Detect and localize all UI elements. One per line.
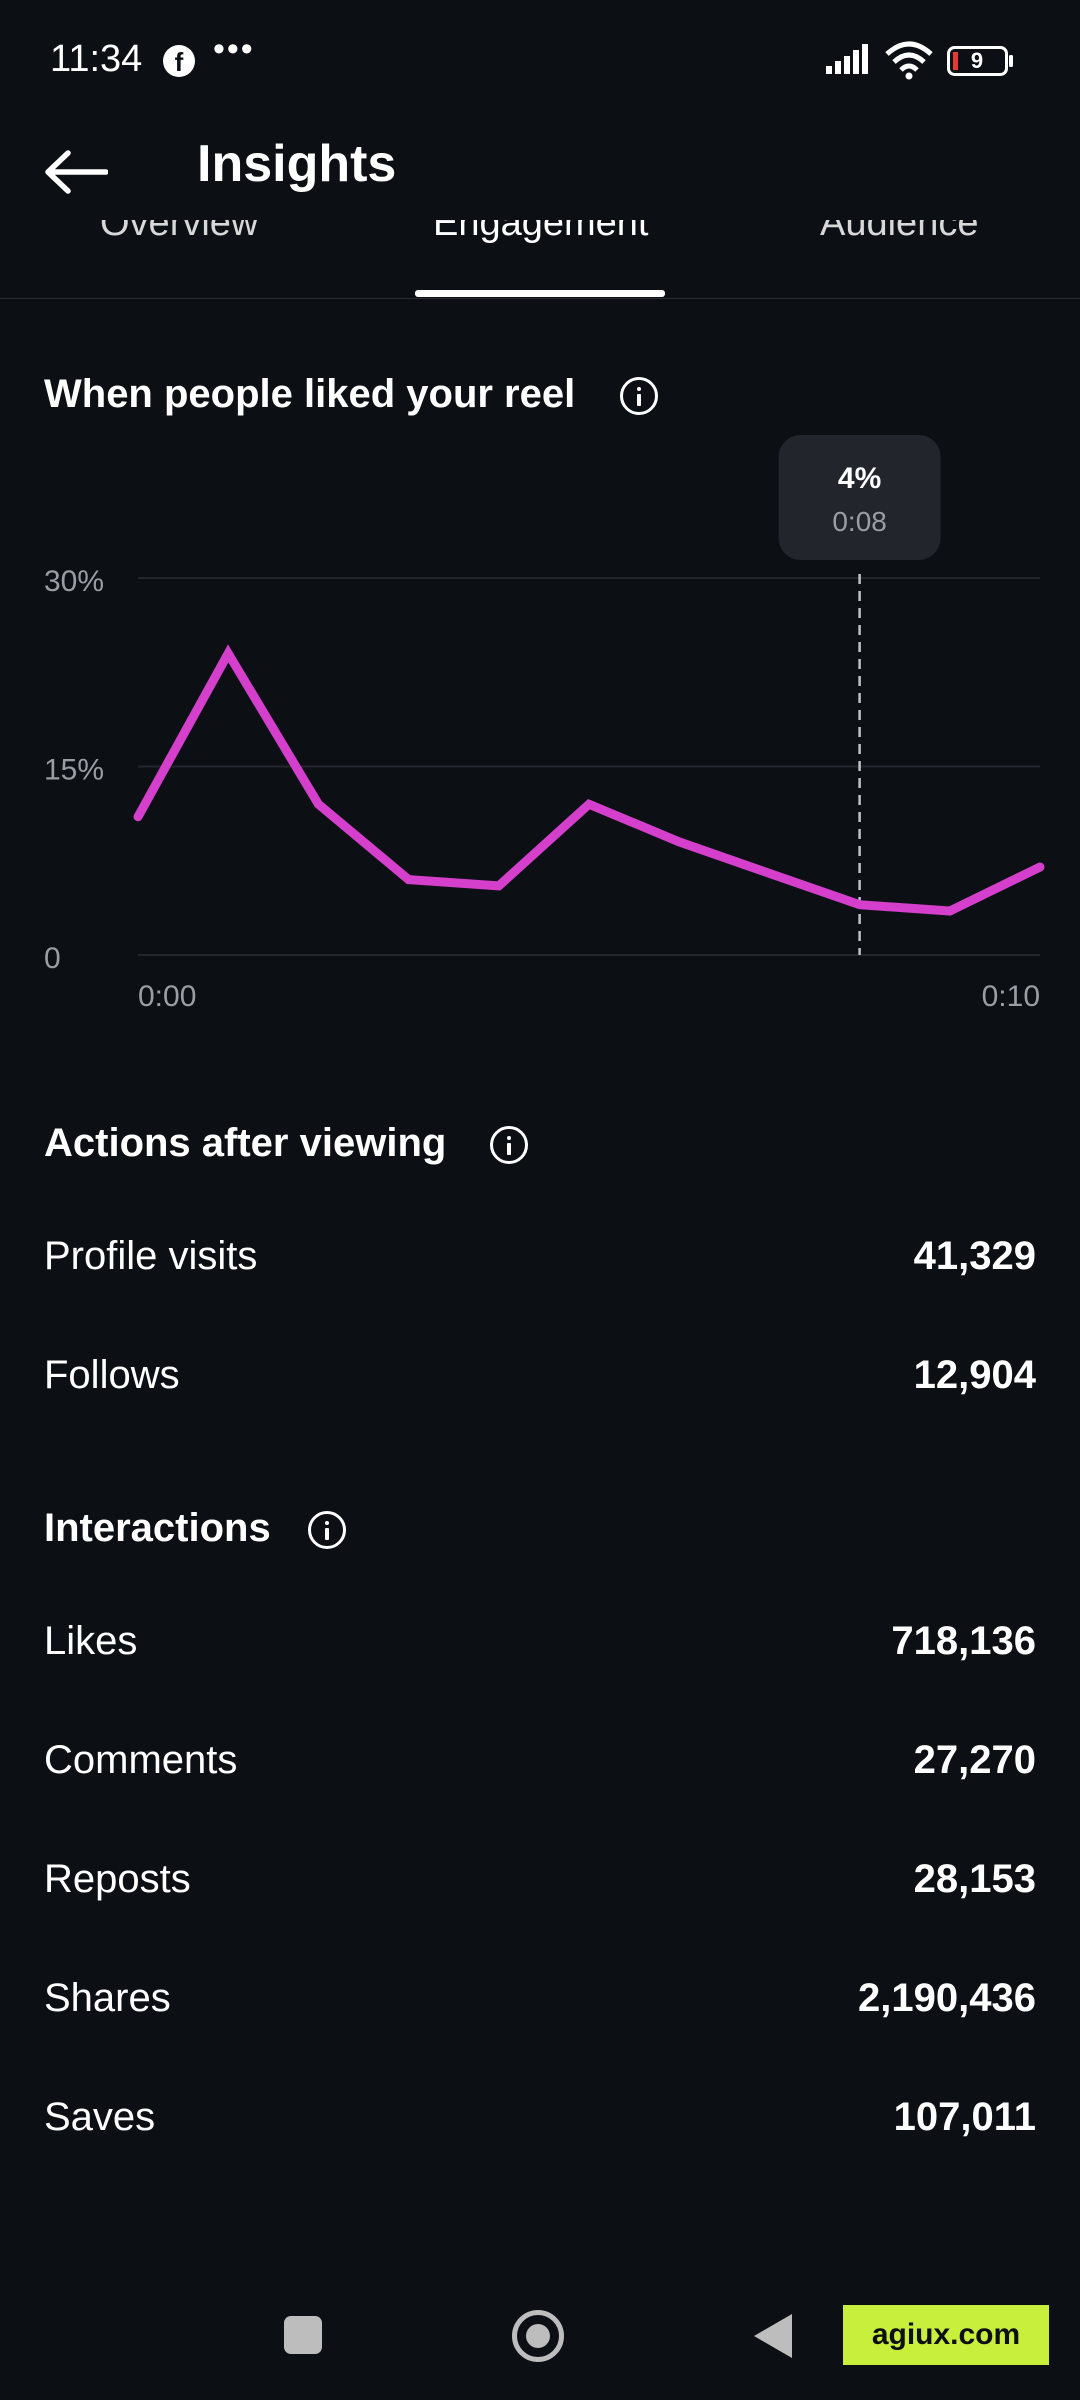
tab-bar: Overview Engagement Audience bbox=[0, 220, 1080, 299]
tooltip-bubble bbox=[778, 435, 941, 560]
action-row-follows: Follows 12,904 bbox=[44, 1353, 1036, 1413]
tab-overview[interactable]: Overview bbox=[100, 220, 259, 244]
info-icon[interactable] bbox=[620, 377, 658, 415]
interaction-row-likes: Likes 718,136 bbox=[44, 1619, 1036, 1679]
row-value: 107,011 bbox=[893, 2095, 1036, 2139]
row-value: 12,904 bbox=[913, 1353, 1036, 1397]
wifi-icon bbox=[885, 41, 933, 80]
back-arrow-icon[interactable] bbox=[44, 150, 108, 194]
row-value: 41,329 bbox=[913, 1234, 1036, 1278]
signal-icon bbox=[826, 44, 868, 74]
row-label: Likes bbox=[44, 1619, 138, 1663]
y-tick-label: 30% bbox=[44, 565, 104, 598]
x-tick-label: 0:00 bbox=[138, 980, 196, 1013]
info-icon[interactable] bbox=[308, 1511, 346, 1549]
series-line bbox=[133, 644, 1045, 916]
x-tick-label: 0:10 bbox=[982, 980, 1040, 1013]
action-row-profile-visits: Profile visits 41,329 bbox=[44, 1234, 1036, 1294]
tab-engagement[interactable]: Engagement bbox=[433, 220, 649, 244]
interaction-row-comments: Comments 27,270 bbox=[44, 1738, 1036, 1798]
interaction-row-shares: Shares 2,190,436 bbox=[44, 1976, 1036, 2036]
interaction-row-saves: Saves 107,011 bbox=[44, 2095, 1036, 2155]
status-bar: 11:34 f ••• 9 bbox=[0, 0, 1080, 120]
row-label: Shares bbox=[44, 1976, 171, 2020]
actions-section-title: Actions after viewing bbox=[44, 1121, 447, 1165]
tooltip-time: 0:08 bbox=[832, 506, 887, 537]
battery-level: 9 bbox=[970, 48, 984, 73]
row-value: 28,153 bbox=[913, 1857, 1036, 1901]
likes-line-chart[interactable]: 0 15% 30% 0:00 0:10 4% 0:08 bbox=[0, 420, 1080, 1040]
more-notifications-icon: ••• bbox=[213, 30, 255, 68]
row-label: Follows bbox=[44, 1353, 180, 1397]
row-value: 2,190,436 bbox=[858, 1976, 1036, 2020]
facebook-icon: f bbox=[163, 45, 195, 77]
interaction-row-reposts: Reposts 28,153 bbox=[44, 1857, 1036, 1917]
y-tick-label: 0 bbox=[44, 942, 61, 975]
watermark-badge: agiux.com bbox=[843, 2305, 1049, 2365]
interactions-section-title: Interactions bbox=[44, 1506, 271, 1550]
recents-button[interactable] bbox=[284, 2316, 322, 2354]
row-label: Reposts bbox=[44, 1857, 191, 1901]
y-tick-label: 15% bbox=[44, 754, 104, 787]
row-label: Saves bbox=[44, 2095, 156, 2139]
info-icon[interactable] bbox=[490, 1126, 528, 1164]
app-bar bbox=[0, 120, 1080, 230]
tab-audience[interactable]: Audience bbox=[820, 220, 979, 244]
row-label: Comments bbox=[44, 1738, 238, 1782]
battery-icon: 9 bbox=[947, 46, 1015, 76]
row-label: Profile visits bbox=[44, 1234, 258, 1278]
row-value: 27,270 bbox=[913, 1738, 1036, 1782]
page-title: Insights bbox=[197, 135, 397, 193]
active-tab-indicator bbox=[415, 290, 665, 297]
row-value: 718,136 bbox=[891, 1619, 1036, 1663]
likes-chart-title: When people liked your reel bbox=[44, 372, 576, 416]
home-button[interactable] bbox=[512, 2310, 564, 2362]
status-time: 11:34 bbox=[50, 38, 143, 80]
back-button[interactable] bbox=[754, 2314, 792, 2358]
tooltip-value: 4% bbox=[838, 462, 881, 495]
